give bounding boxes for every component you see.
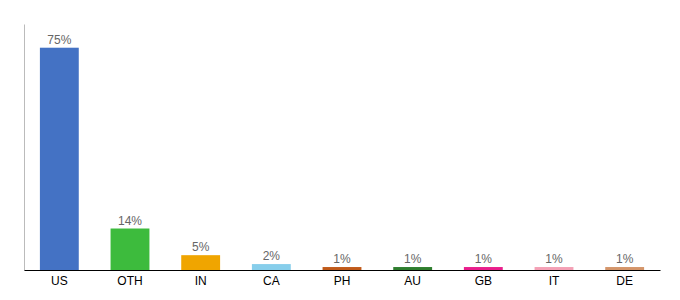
data-label: 2% [263, 249, 281, 263]
data-label: 1% [616, 252, 634, 266]
x-tick-label: AU [404, 274, 421, 288]
x-tick-label: GB [475, 274, 492, 288]
bar [111, 229, 150, 270]
data-labels: 75% 14% 5% 2% 1% 1% 1% 1% 1% [47, 33, 633, 266]
bar [605, 267, 644, 270]
bar [464, 267, 503, 270]
x-tick: DE [616, 274, 633, 288]
plot: US OTH IN CA PH AU GB IT DE 75% 14% 5% 2% 1% 1% 1% 1% 1% [25, 25, 661, 288]
data-label: 1% [545, 252, 563, 266]
chart: US OTH IN CA PH AU GB IT DE 75% 14% 5% 2% 1% 1% 1% 1% 1% [0, 0, 680, 300]
x-axis-line [25, 270, 661, 271]
data-label: 5% [192, 240, 210, 254]
x-tick-label: US [51, 274, 68, 288]
x-tick: US [51, 274, 68, 288]
x-tick: AU [404, 274, 421, 288]
x-tick: OTH [117, 274, 142, 288]
bar [252, 264, 291, 270]
bar [323, 267, 362, 270]
x-tick-label: OTH [117, 274, 142, 288]
x-tick: CA [263, 274, 280, 288]
x-tick-label: DE [616, 274, 633, 288]
x-tick: IT [549, 274, 560, 288]
bars [40, 48, 644, 270]
data-label: 1% [404, 252, 422, 266]
x-tick: GB [475, 274, 492, 288]
x-tick-label: CA [263, 274, 280, 288]
bar [40, 48, 79, 270]
x-tick: IN [195, 274, 207, 288]
data-label: 75% [47, 33, 71, 47]
bar [181, 255, 220, 270]
x-tick-label: IN [195, 274, 207, 288]
x-tick: PH [334, 274, 351, 288]
y-axis-line [24, 25, 25, 271]
bar [535, 267, 574, 270]
x-tick-label: IT [549, 274, 560, 288]
x-tick-label: PH [334, 274, 351, 288]
data-label: 1% [475, 252, 493, 266]
data-label: 1% [333, 252, 351, 266]
x-axis: US OTH IN CA PH AU GB IT DE [25, 271, 661, 288]
y-axis [24, 25, 25, 271]
bar [393, 267, 432, 270]
data-label: 14% [118, 214, 142, 228]
